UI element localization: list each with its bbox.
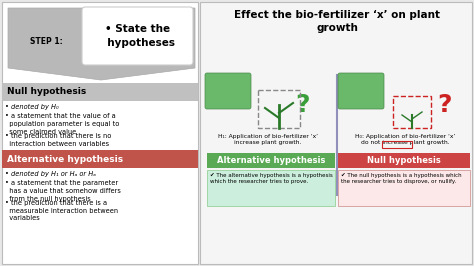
FancyBboxPatch shape: [82, 7, 193, 65]
FancyBboxPatch shape: [205, 73, 251, 109]
Bar: [382, 141, 412, 148]
Text: H₁: Application of bio-fertilizer ‘x’
increase plant growth.: H₁: Application of bio-fertilizer ‘x’ in…: [218, 134, 318, 145]
Bar: [207, 153, 335, 168]
Bar: [258, 90, 300, 128]
Text: ✔ The alternative hypothesis is a hypothesis
which the researcher tries to prove: ✔ The alternative hypothesis is a hypoth…: [210, 173, 333, 184]
Text: • a statement that the parameter
  has a value that somehow differs
  from the n: • a statement that the parameter has a v…: [5, 180, 121, 202]
Text: Effect the bio-fertilizer ‘x’ on plant
growth: Effect the bio-fertilizer ‘x’ on plant g…: [234, 10, 440, 33]
Bar: [207, 170, 335, 206]
Bar: [2, 150, 198, 168]
Bar: [2, 83, 198, 101]
FancyBboxPatch shape: [338, 73, 384, 109]
Bar: [393, 96, 431, 128]
Bar: [338, 170, 470, 206]
Text: Alternative hypothesis: Alternative hypothesis: [7, 155, 123, 164]
Text: ?: ?: [438, 93, 452, 117]
Text: • State the
  hypotheses: • State the hypotheses: [100, 24, 175, 48]
Text: H₀: Application of bio-fertilizer ‘x’
do not increase plant growth.: H₀: Application of bio-fertilizer ‘x’ do…: [355, 134, 455, 145]
Text: STEP 1:: STEP 1:: [30, 38, 63, 47]
Bar: [2, 2, 198, 264]
Bar: [200, 2, 472, 264]
Text: Null hypothesis: Null hypothesis: [7, 88, 86, 97]
Text: Null hypothesis: Null hypothesis: [367, 156, 441, 165]
Text: • denoted by H₁ or Hₐ or Hₐ: • denoted by H₁ or Hₐ or Hₐ: [5, 171, 96, 177]
Text: • the prediction that there is no
  interaction between variables: • the prediction that there is no intera…: [5, 133, 111, 147]
Polygon shape: [8, 8, 195, 80]
Text: ?: ?: [296, 93, 310, 117]
Text: • the prediction that there is a
  measurable interaction between
  variables: • the prediction that there is a measura…: [5, 200, 118, 222]
Text: • denoted by H₀: • denoted by H₀: [5, 104, 59, 110]
Bar: [338, 153, 470, 168]
Text: • a statement that the value of a
  population parameter is equal to
  some clai: • a statement that the value of a popula…: [5, 113, 119, 135]
Text: Alternative hypothesis: Alternative hypothesis: [217, 156, 325, 165]
Text: ✔ The null hypothesis is a hypothesis which
the researcher tries to disprove, or: ✔ The null hypothesis is a hypothesis wh…: [341, 173, 462, 184]
